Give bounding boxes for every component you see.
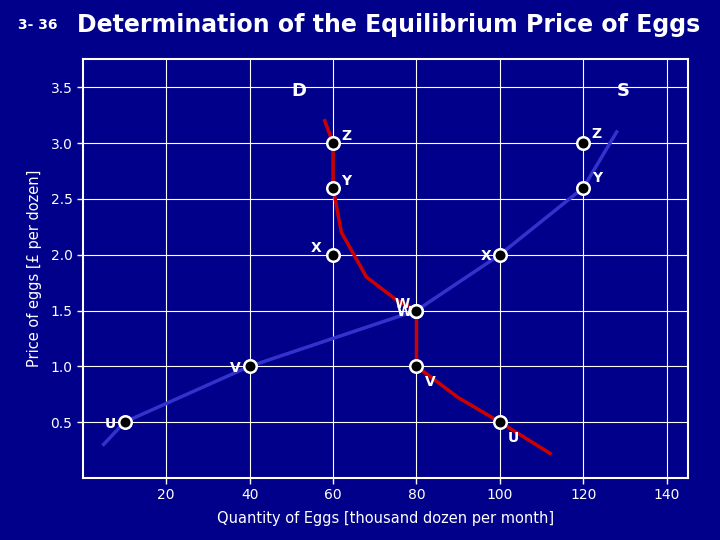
Text: D: D: [292, 82, 306, 100]
X-axis label: Quantity of Eggs [thousand dozen per month]: Quantity of Eggs [thousand dozen per mon…: [217, 511, 554, 525]
Text: Y: Y: [341, 174, 351, 188]
Text: X: X: [480, 249, 491, 264]
Text: Z: Z: [592, 126, 602, 140]
Text: Y: Y: [592, 171, 602, 185]
Text: Determination of the Equilibrium Price of Eggs: Determination of the Equilibrium Price o…: [77, 13, 701, 37]
Text: S: S: [617, 82, 630, 100]
Text: X: X: [311, 241, 322, 255]
Text: W: W: [397, 305, 413, 319]
Text: Z: Z: [341, 129, 351, 143]
Text: V: V: [425, 375, 436, 389]
Text: U: U: [105, 417, 117, 431]
Y-axis label: Price of eggs [£ per dozen]: Price of eggs [£ per dozen]: [27, 170, 42, 367]
Text: 3- 36: 3- 36: [18, 18, 58, 32]
Text: W: W: [395, 296, 410, 310]
Text: V: V: [230, 361, 241, 375]
Text: U: U: [508, 430, 520, 444]
